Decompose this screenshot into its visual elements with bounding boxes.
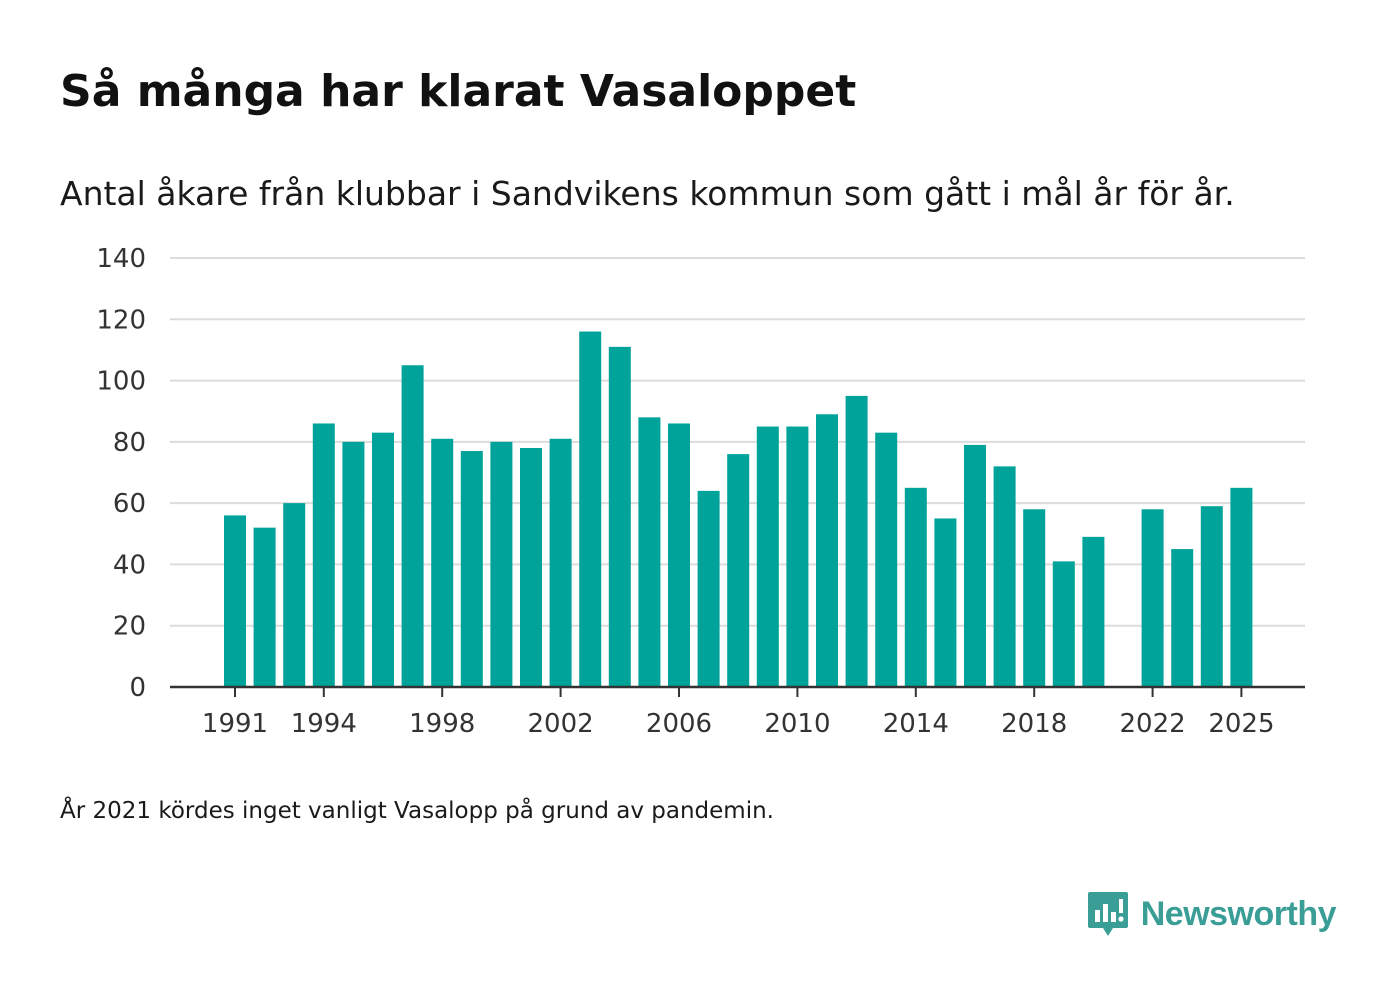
bar-2017[interactable]: 2017: 72 bbox=[993, 466, 1016, 687]
bar-chart: 1991: 56 1992: 52 1993: 60 1994: 86 1995: 80… bbox=[96, 244, 1305, 739]
bar-2003[interactable]: 2003: 116 bbox=[579, 331, 602, 687]
bar-1992[interactable]: 1992: 52 bbox=[253, 527, 276, 687]
footnote: År 2021 kördes inget vanligt Vasalopp på… bbox=[60, 798, 774, 824]
bar-2012[interactable]: 2012: 95 bbox=[845, 395, 868, 687]
bar-2006[interactable]: 2006: 86 bbox=[668, 423, 690, 687]
newsworthy-logo-icon bbox=[1087, 892, 1128, 936]
y-tick-label: 40 bbox=[113, 550, 146, 580]
bar-2004[interactable]: 2004: 111 bbox=[608, 346, 631, 687]
bar-1999[interactable]: 1999: 77 bbox=[460, 451, 483, 687]
bar-2008[interactable]: 2008: 76 bbox=[727, 454, 750, 687]
bar-2023[interactable]: 2023: 45 bbox=[1171, 549, 1194, 687]
brand-name: Newsworthy bbox=[1140, 894, 1337, 933]
bar-2025[interactable]: 2025: 65 bbox=[1230, 487, 1253, 687]
y-tick-label: 60 bbox=[113, 489, 146, 519]
bar-2005[interactable]: 2005: 88 bbox=[638, 417, 661, 687]
x-tick-label: 2025 bbox=[1208, 709, 1274, 739]
bar-2007[interactable]: 2007: 64 bbox=[697, 490, 720, 687]
bar-1996[interactable]: 1996: 83 bbox=[372, 432, 394, 687]
x-tick-label: 2014 bbox=[883, 709, 949, 739]
bar-2013[interactable]: 2013: 83 bbox=[875, 432, 898, 687]
x-tick-label: 1991 bbox=[202, 709, 268, 739]
bar-1991[interactable]: 1991: 56 bbox=[224, 515, 246, 687]
bar-2001[interactable]: 2001: 78 bbox=[520, 447, 542, 687]
y-tick-label: 120 bbox=[96, 305, 146, 335]
chart-subtitle: Antal åkare från klubbar i Sandvikens ko… bbox=[60, 174, 1235, 213]
chart-title: Så många har klarat Vasaloppet bbox=[60, 66, 857, 117]
bar-2010[interactable]: 2010: 85 bbox=[786, 426, 809, 687]
x-tick-label: 2018 bbox=[1001, 709, 1067, 739]
x-tick-label: 1998 bbox=[409, 709, 475, 739]
bar-2016[interactable]: 2016: 79 bbox=[964, 444, 986, 687]
bar-1998[interactable]: 1998: 81 bbox=[431, 438, 454, 687]
y-tick-label: 0 bbox=[129, 673, 146, 703]
y-tick-label: 20 bbox=[113, 612, 146, 642]
bar-2020[interactable]: 2020: 49 bbox=[1082, 536, 1105, 687]
x-tick-label: 2010 bbox=[764, 709, 830, 739]
x-tick-label: 2006 bbox=[646, 709, 712, 739]
bar-1997[interactable]: 1997: 105 bbox=[401, 365, 424, 687]
y-tick-label: 140 bbox=[96, 244, 146, 274]
bar-2002[interactable]: 2002: 81 bbox=[549, 438, 572, 687]
y-tick-label: 80 bbox=[113, 428, 146, 458]
bars: 1991: 56 1992: 52 1993: 60 1994: 86 1995: 80… bbox=[224, 331, 1253, 687]
bar-2014[interactable]: 2014: 65 bbox=[904, 487, 927, 687]
bar-1995[interactable]: 1995: 80 bbox=[342, 441, 365, 687]
bar-1993[interactable]: 1993: 60 bbox=[283, 503, 306, 687]
x-tick-label: 2022 bbox=[1120, 709, 1186, 739]
y-tick-label: 100 bbox=[96, 367, 146, 397]
x-tick-label: 1994 bbox=[291, 709, 357, 739]
bar-2009[interactable]: 2009: 85 bbox=[756, 426, 779, 687]
x-tick-label: 2002 bbox=[528, 709, 594, 739]
bar-2018[interactable]: 2018: 58 bbox=[1023, 509, 1046, 687]
bar-1994[interactable]: 1994: 86 bbox=[312, 423, 335, 687]
bar-2011[interactable]: 2011: 89 bbox=[816, 414, 838, 687]
bar-2000[interactable]: 2000: 80 bbox=[490, 441, 513, 687]
bar-2022[interactable]: 2022: 58 bbox=[1141, 509, 1164, 687]
bar-2019[interactable]: 2019: 41 bbox=[1052, 561, 1075, 687]
axes: 0 20 40 60 80 100 120 140 1991 1994 1998 2002 2006 20… bbox=[96, 244, 1305, 739]
bar-2015[interactable]: 2015: 55 bbox=[934, 518, 957, 687]
brand-logo[interactable]: Newsworthy bbox=[1087, 890, 1337, 938]
bar-2024[interactable]: 2024: 59 bbox=[1200, 506, 1223, 687]
